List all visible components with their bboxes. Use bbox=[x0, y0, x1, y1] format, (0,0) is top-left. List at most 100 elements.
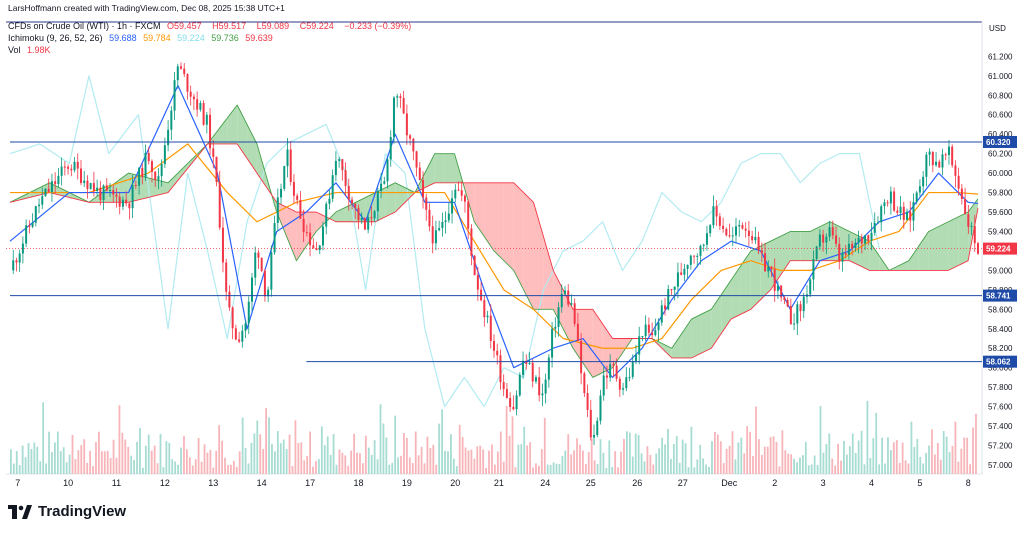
candle-body[interactable] bbox=[431, 226, 434, 244]
ichimoku-label[interactable]: Ichimoku (9, 26, 52, 26) bbox=[8, 33, 103, 43]
candle-body[interactable] bbox=[728, 235, 731, 237]
candle-body[interactable] bbox=[554, 326, 557, 329]
candle-body[interactable] bbox=[354, 203, 357, 208]
candle-body[interactable] bbox=[547, 357, 550, 380]
candle-body[interactable] bbox=[776, 285, 779, 291]
candle-body[interactable] bbox=[434, 230, 437, 244]
candle-body[interactable] bbox=[670, 289, 673, 291]
candle-body[interactable] bbox=[702, 244, 705, 246]
candle-body[interactable] bbox=[12, 260, 15, 271]
candle-body[interactable] bbox=[389, 136, 392, 160]
candle-body[interactable] bbox=[79, 168, 82, 184]
candle-body[interactable] bbox=[70, 168, 73, 171]
candle-body[interactable] bbox=[922, 176, 925, 187]
candle-body[interactable] bbox=[392, 97, 395, 137]
candle-body[interactable] bbox=[570, 303, 573, 305]
candle-body[interactable] bbox=[531, 362, 534, 382]
candle-body[interactable] bbox=[309, 232, 312, 246]
candle-body[interactable] bbox=[935, 161, 938, 166]
candle-body[interactable] bbox=[615, 365, 618, 379]
candle-body[interactable] bbox=[292, 181, 295, 196]
candle-body[interactable] bbox=[31, 222, 34, 227]
candle-body[interactable] bbox=[493, 340, 495, 351]
candle-body[interactable] bbox=[154, 171, 157, 180]
candle-body[interactable] bbox=[180, 66, 183, 69]
candle-body[interactable] bbox=[767, 266, 770, 272]
candle-body[interactable] bbox=[944, 154, 947, 156]
candle-body[interactable] bbox=[480, 289, 483, 301]
candle-body[interactable] bbox=[505, 389, 508, 398]
candle-body[interactable] bbox=[109, 190, 112, 192]
candle-body[interactable] bbox=[647, 324, 650, 333]
candle-body[interactable] bbox=[722, 225, 725, 229]
candle-body[interactable] bbox=[254, 252, 257, 278]
candle-body[interactable] bbox=[686, 264, 689, 269]
candle-body[interactable] bbox=[689, 255, 692, 265]
candle-body[interactable] bbox=[683, 268, 686, 275]
candle-body[interactable] bbox=[422, 180, 425, 198]
candle-body[interactable] bbox=[483, 300, 486, 318]
candle-body[interactable] bbox=[357, 207, 360, 221]
candle-body[interactable] bbox=[789, 306, 792, 325]
candle-body[interactable] bbox=[747, 230, 750, 237]
candle-body[interactable] bbox=[221, 227, 224, 263]
candle-body[interactable] bbox=[815, 246, 818, 260]
candle-body[interactable] bbox=[799, 304, 802, 312]
candle-body[interactable] bbox=[838, 243, 841, 262]
candle-body[interactable] bbox=[941, 154, 944, 168]
candle-body[interactable] bbox=[112, 190, 115, 195]
candle-body[interactable] bbox=[460, 190, 463, 196]
candle-body[interactable] bbox=[773, 268, 776, 291]
candle-body[interactable] bbox=[325, 203, 328, 227]
candle-body[interactable] bbox=[876, 222, 879, 224]
candle-body[interactable] bbox=[167, 129, 170, 146]
candle-body[interactable] bbox=[470, 228, 473, 256]
candle-body[interactable] bbox=[76, 161, 79, 169]
candle-body[interactable] bbox=[515, 395, 518, 410]
candle-body[interactable] bbox=[138, 167, 141, 186]
candle-body[interactable] bbox=[131, 185, 134, 209]
candle-body[interactable] bbox=[715, 206, 718, 217]
candle-body[interactable] bbox=[141, 167, 144, 177]
candle-body[interactable] bbox=[489, 315, 492, 341]
tradingview-brand[interactable]: TradingView bbox=[8, 503, 126, 520]
candle-body[interactable] bbox=[835, 235, 838, 244]
candle-body[interactable] bbox=[47, 188, 50, 192]
candle-body[interactable] bbox=[360, 218, 363, 221]
candle-body[interactable] bbox=[822, 234, 825, 243]
candle-body[interactable] bbox=[444, 220, 447, 223]
candle-body[interactable] bbox=[618, 378, 621, 390]
candle-body[interactable] bbox=[544, 379, 547, 394]
candle-body[interactable] bbox=[467, 201, 470, 229]
candle-body[interactable] bbox=[793, 323, 796, 325]
candle-body[interactable] bbox=[576, 323, 579, 341]
candle-body[interactable] bbox=[305, 232, 308, 234]
candle-body[interactable] bbox=[196, 99, 199, 110]
candle-body[interactable] bbox=[596, 420, 599, 435]
candle-body[interactable] bbox=[612, 364, 615, 366]
chikou-span-line[interactable] bbox=[9, 75, 880, 408]
candle-body[interactable] bbox=[386, 159, 389, 182]
candle-body[interactable] bbox=[847, 243, 850, 255]
candle-body[interactable] bbox=[438, 228, 441, 231]
candle-body[interactable] bbox=[518, 374, 521, 396]
candle-body[interactable] bbox=[573, 303, 576, 324]
candle-body[interactable] bbox=[457, 189, 460, 191]
candle-body[interactable] bbox=[383, 181, 386, 184]
candle-body[interactable] bbox=[418, 167, 421, 181]
candle-body[interactable] bbox=[341, 159, 344, 171]
candle-body[interactable] bbox=[583, 373, 586, 394]
candle-body[interactable] bbox=[931, 151, 934, 166]
candle-body[interactable] bbox=[712, 206, 715, 226]
candle-body[interactable] bbox=[425, 197, 428, 210]
candle-body[interactable] bbox=[754, 236, 757, 241]
candle-body[interactable] bbox=[909, 211, 912, 221]
candle-body[interactable] bbox=[957, 175, 960, 189]
candle-body[interactable] bbox=[741, 225, 744, 229]
candle-body[interactable] bbox=[960, 188, 963, 199]
candle-body[interactable] bbox=[173, 80, 176, 111]
candle-body[interactable] bbox=[538, 377, 541, 396]
candle-body[interactable] bbox=[947, 146, 950, 155]
